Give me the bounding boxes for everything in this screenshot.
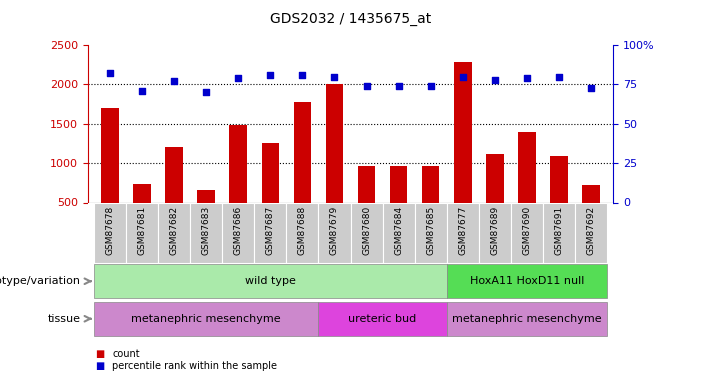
Point: [393, 83, 404, 89]
Bar: [414, 202, 447, 262]
Point: [553, 74, 564, 80]
Text: ureteric bud: ureteric bud: [348, 314, 416, 324]
Bar: [190, 202, 222, 262]
Bar: [101, 108, 119, 202]
Point: [104, 70, 116, 76]
Bar: [511, 202, 543, 262]
Bar: [198, 190, 215, 202]
Text: GSM87691: GSM87691: [554, 206, 564, 255]
Point: [233, 75, 244, 81]
Bar: [447, 264, 607, 298]
Bar: [486, 154, 503, 203]
Text: GSM87679: GSM87679: [330, 206, 339, 255]
Text: GSM87678: GSM87678: [106, 206, 114, 255]
Bar: [94, 264, 447, 298]
Text: GSM87692: GSM87692: [587, 206, 595, 255]
Bar: [550, 156, 568, 203]
Text: GSM87682: GSM87682: [170, 206, 179, 255]
Bar: [318, 202, 350, 262]
Text: GSM87686: GSM87686: [234, 206, 243, 255]
Point: [137, 88, 148, 94]
Bar: [575, 202, 607, 262]
Text: percentile rank within the sample: percentile rank within the sample: [112, 361, 277, 370]
Bar: [261, 142, 279, 202]
Text: GSM87684: GSM87684: [394, 206, 403, 255]
Text: wild type: wild type: [245, 276, 296, 286]
Bar: [158, 202, 190, 262]
Text: metanephric mesenchyme: metanephric mesenchyme: [131, 314, 281, 324]
Text: tissue: tissue: [48, 314, 81, 324]
Bar: [582, 185, 600, 202]
Text: GSM87690: GSM87690: [522, 206, 531, 255]
Bar: [126, 202, 158, 262]
Text: HoxA11 HoxD11 null: HoxA11 HoxD11 null: [470, 276, 584, 286]
Text: GDS2032 / 1435675_at: GDS2032 / 1435675_at: [270, 12, 431, 26]
Text: GSM87687: GSM87687: [266, 206, 275, 255]
Bar: [133, 184, 151, 202]
Bar: [454, 62, 472, 202]
Point: [425, 83, 436, 89]
Bar: [254, 202, 287, 262]
Bar: [94, 202, 126, 262]
Point: [265, 72, 276, 78]
Text: ■: ■: [95, 361, 104, 370]
Point: [361, 83, 372, 89]
Bar: [447, 202, 479, 262]
Bar: [447, 302, 607, 336]
Point: [522, 75, 533, 81]
Bar: [294, 102, 311, 202]
Text: genotype/variation: genotype/variation: [0, 276, 81, 286]
Bar: [479, 202, 511, 262]
Bar: [383, 202, 414, 262]
Text: ■: ■: [95, 350, 104, 359]
Text: GSM87677: GSM87677: [458, 206, 467, 255]
Bar: [543, 202, 575, 262]
Point: [200, 89, 212, 95]
Bar: [318, 302, 447, 336]
Bar: [165, 147, 183, 202]
Bar: [518, 132, 536, 202]
Bar: [350, 202, 383, 262]
Bar: [326, 84, 343, 203]
Text: GSM87689: GSM87689: [490, 206, 499, 255]
Bar: [390, 166, 407, 202]
Point: [168, 78, 179, 84]
Text: GSM87681: GSM87681: [137, 206, 147, 255]
Point: [457, 74, 468, 80]
Text: GSM87683: GSM87683: [202, 206, 211, 255]
Text: GSM87688: GSM87688: [298, 206, 307, 255]
Bar: [229, 125, 247, 202]
Text: GSM87685: GSM87685: [426, 206, 435, 255]
Text: GSM87680: GSM87680: [362, 206, 371, 255]
Point: [489, 76, 501, 82]
Point: [585, 84, 597, 90]
Text: metanephric mesenchyme: metanephric mesenchyme: [452, 314, 601, 324]
Bar: [422, 166, 440, 202]
Point: [297, 72, 308, 78]
Bar: [94, 302, 318, 336]
Bar: [358, 166, 375, 202]
Bar: [222, 202, 254, 262]
Bar: [287, 202, 318, 262]
Point: [329, 74, 340, 80]
Text: count: count: [112, 350, 139, 359]
